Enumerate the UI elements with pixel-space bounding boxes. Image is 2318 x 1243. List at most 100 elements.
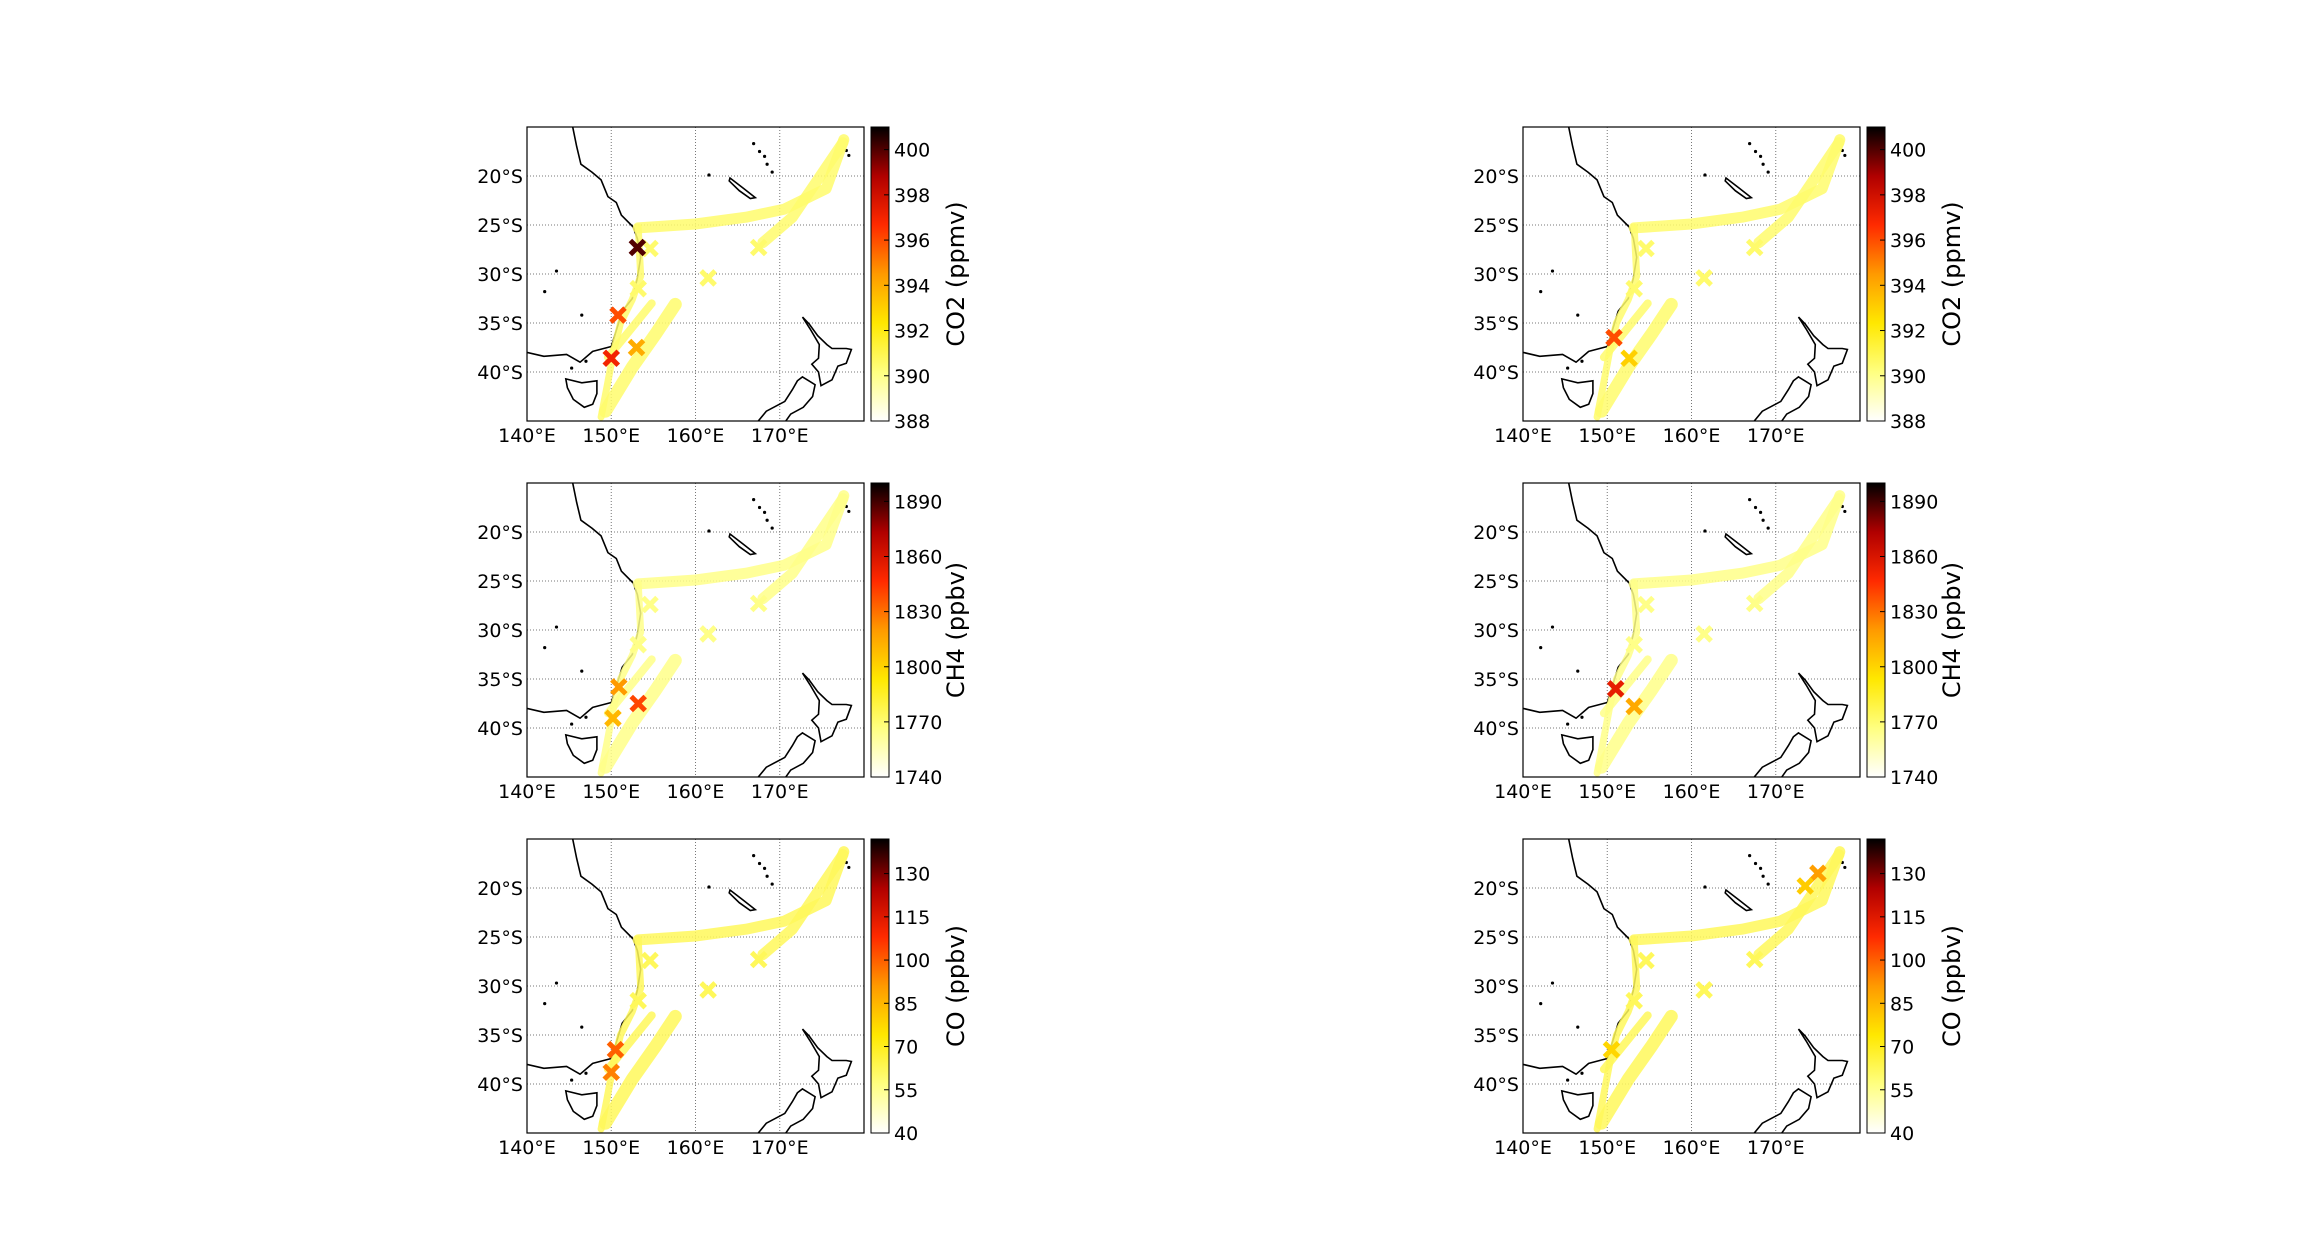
track-marker (699, 981, 717, 999)
colorbar-tick-label: 388 (894, 411, 930, 433)
map-panel-left-row3: 140°E 150°E 160°E 170°E 20°S 25°S 30°S 35°S 40°S… (477, 838, 970, 1159)
coastline-new-caledonia (728, 176, 758, 200)
x-tick-label: 160°E (667, 1137, 725, 1159)
colorbar-tick-label: 1740 (894, 767, 942, 789)
colorbar-tick-label: 1830 (1890, 602, 1938, 624)
hotspot-marker (602, 349, 621, 368)
islet (584, 1071, 588, 1075)
map-panel-right-row1: 140°E 150°E 160°E 170°E 20°S 25°S 30°S 35°S 40°S… (1473, 126, 1966, 447)
islet (1843, 509, 1847, 514)
x-tick-label: 140°E (1494, 781, 1552, 803)
islet (584, 359, 588, 363)
islet (1766, 170, 1770, 174)
flight-track (1594, 653, 1678, 774)
islet (554, 981, 559, 985)
colorbar-tick-label: 1800 (1890, 657, 1938, 679)
colorbar-tick-label: 1860 (1890, 547, 1938, 569)
colorbar-tick-label: 390 (1890, 366, 1926, 388)
x-tick-label: 160°E (667, 425, 725, 447)
x-tick-label: 170°E (751, 781, 809, 803)
track-marker (1625, 635, 1643, 654)
y-tick-label: 20°S (477, 166, 523, 188)
colorbar-tick-label: 400 (894, 140, 930, 162)
colorbar-tick-label: 1890 (1890, 491, 1938, 513)
flight-track (1593, 935, 1641, 1133)
flight-track (1628, 846, 1846, 946)
x-tick-label: 150°E (582, 781, 640, 803)
islet (847, 865, 851, 870)
colorbar-tick-label: 115 (1890, 907, 1926, 929)
hotspot-marker (604, 709, 622, 727)
colorbar-right-row1: 388 390 392 394 396 398 400 CO2 (ppmv) (1866, 126, 1966, 433)
flight-track (1594, 297, 1678, 418)
islet (1748, 498, 1752, 502)
hotspot-marker (1796, 877, 1815, 895)
coastline-nz-north (801, 672, 853, 743)
hotspot-marker (609, 306, 627, 324)
hotspot-marker (606, 1040, 625, 1059)
y-tick-label: 35°S (477, 669, 523, 691)
x-tick-label: 160°E (1663, 781, 1721, 803)
y-tick-label: 20°S (1473, 166, 1519, 188)
y-tick-label: 20°S (477, 522, 523, 544)
y-tick-label: 40°S (1473, 362, 1519, 384)
islet (1580, 359, 1584, 363)
coastline-australia (1523, 839, 1638, 1075)
colorbar-tick-label: 130 (894, 864, 930, 886)
flight-track (757, 849, 849, 961)
colorbar-tick-label: 1890 (894, 491, 942, 513)
colorbar-tick-label: 394 (1890, 275, 1926, 297)
islet (1580, 715, 1584, 719)
colorbar-label: CH4 (ppbv) (1938, 562, 1966, 698)
flight-track (597, 579, 645, 777)
map-frame (526, 126, 865, 422)
track-marker (1695, 269, 1713, 287)
y-tick-label: 30°S (1473, 264, 1519, 286)
islet (570, 366, 574, 370)
islet (580, 1025, 584, 1029)
colorbar-gradient (870, 126, 890, 422)
islet (1576, 1025, 1580, 1029)
islet (1748, 142, 1752, 146)
track-marker (1745, 238, 1764, 257)
islet (707, 173, 711, 177)
track-marker (1637, 239, 1655, 258)
track-marker (749, 950, 768, 969)
coastline-nz-south (757, 731, 816, 777)
coastline-nz-south (757, 375, 816, 421)
y-tick-label: 30°S (477, 264, 523, 286)
islet (570, 1078, 574, 1082)
x-tick-label: 160°E (1663, 425, 1721, 447)
colorbar-tick-label: 115 (894, 907, 930, 929)
y-tick-label: 35°S (477, 1025, 523, 1047)
coastline-new-caledonia (1724, 888, 1754, 912)
track-marker (1625, 991, 1643, 1010)
y-tick-label: 40°S (1473, 718, 1519, 740)
flight-track (1593, 579, 1641, 777)
islet (762, 510, 767, 514)
colorbar-gradient (870, 482, 890, 778)
islet (765, 162, 769, 166)
y-tick-label: 20°S (1473, 522, 1519, 544)
islet (1761, 874, 1765, 878)
coastline-nz-south (757, 1087, 816, 1133)
x-tick-label: 150°E (1578, 425, 1636, 447)
islet (757, 149, 762, 154)
islet (752, 142, 756, 146)
islet (1766, 882, 1770, 886)
islet (1761, 518, 1765, 522)
colorbar-label: CO2 (ppmv) (1938, 201, 1966, 346)
x-tick-label: 150°E (582, 425, 640, 447)
coastline-nz-south (1753, 731, 1812, 777)
colorbar-tick-label: 40 (1890, 1123, 1914, 1145)
flight-track (757, 493, 849, 605)
colorbar-right-row3: 40 55 70 85 100 115 130 CO (ppbv) (1866, 838, 1966, 1145)
y-tick-label: 35°S (477, 313, 523, 335)
coastline-nz-south (1753, 1087, 1812, 1133)
islet (707, 885, 711, 889)
flight-track (1593, 223, 1641, 421)
coastline-nz-north (801, 316, 853, 387)
islet (1703, 529, 1707, 533)
flight-track (1599, 1011, 1652, 1074)
islet (580, 669, 584, 673)
